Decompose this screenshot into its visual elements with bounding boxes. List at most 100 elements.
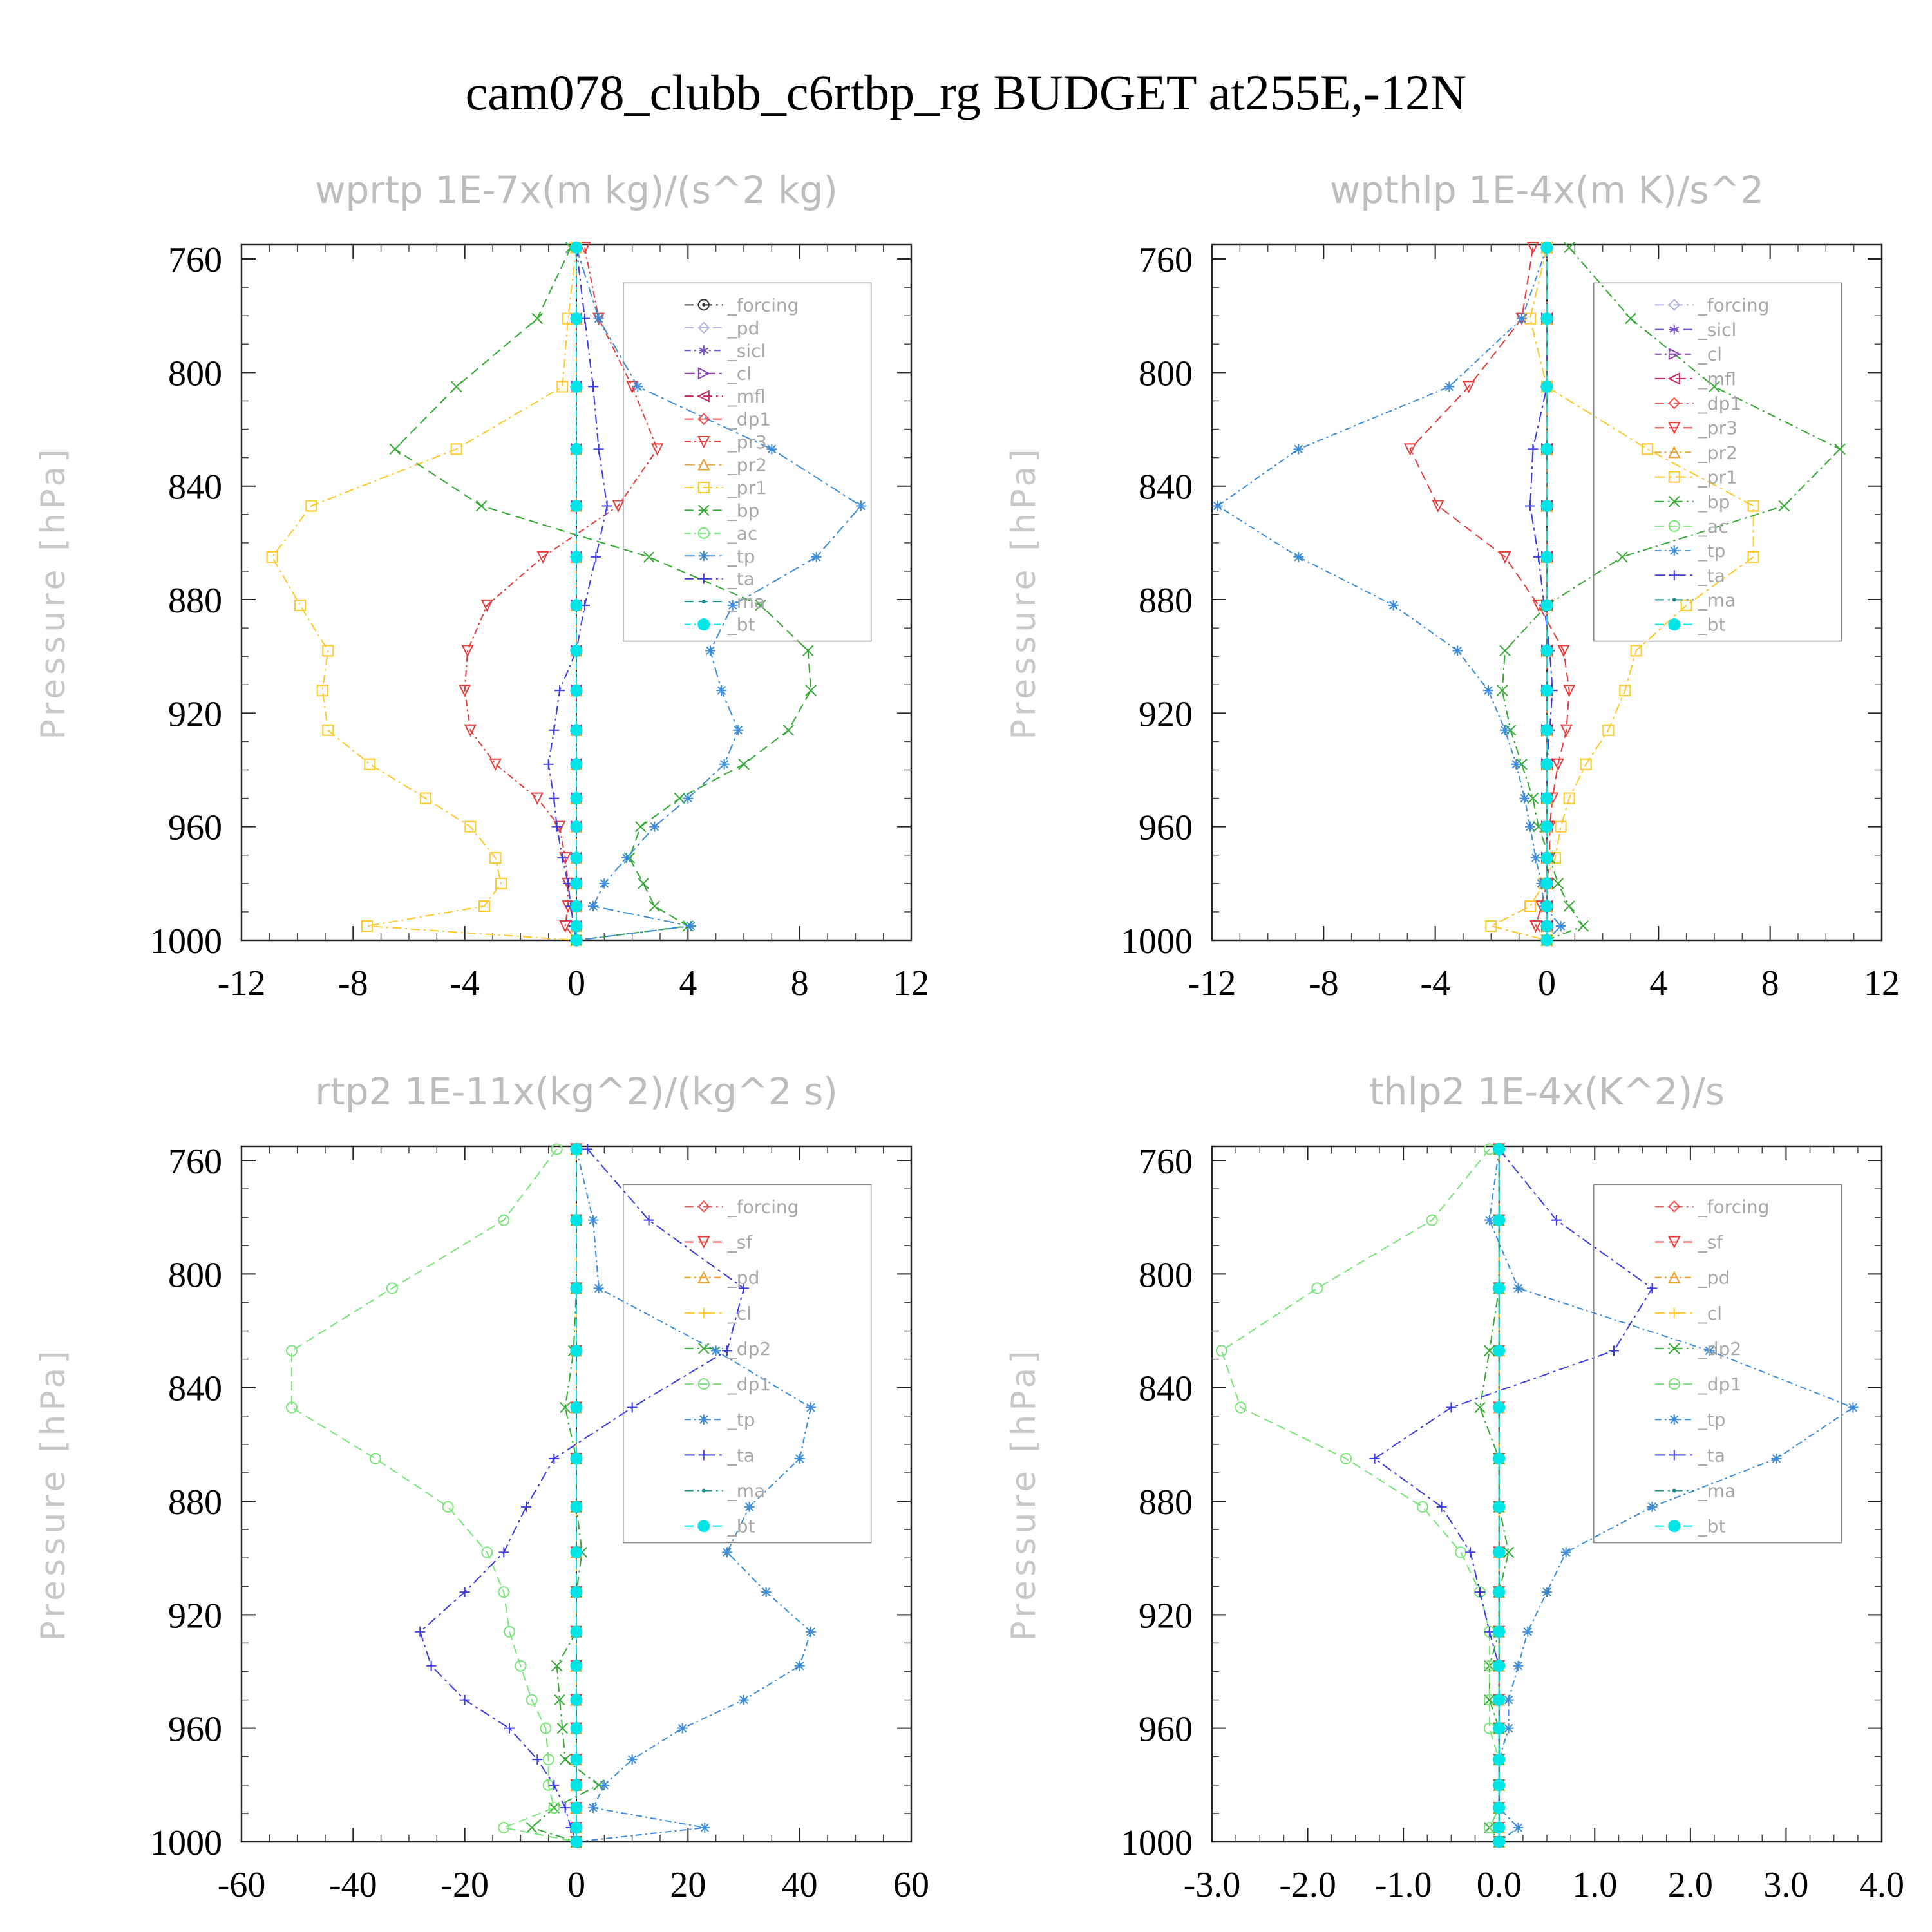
- y-tick-label: 840: [168, 468, 222, 507]
- panel-2: wpthlp 1E-4x(m K)/s^2 Pressure [hPa] -12 -8…: [1005, 168, 1900, 1003]
- data-point: [1493, 1546, 1506, 1558]
- data-point: [489, 758, 502, 771]
- legend-entry: _tp: [1654, 540, 1726, 562]
- data-point: [632, 381, 643, 392]
- data-point: [480, 599, 493, 612]
- data-point: [1524, 900, 1536, 913]
- legend-marker: [697, 458, 710, 471]
- data-point: [549, 1453, 560, 1464]
- data-point: [651, 443, 664, 456]
- legend-entry: _bp: [1654, 491, 1730, 513]
- data-point: [554, 1694, 565, 1706]
- data-point: [475, 500, 488, 512]
- data-point: [548, 1802, 560, 1814]
- data-point: [442, 1501, 454, 1513]
- data-point: [570, 1214, 583, 1227]
- data-point: [542, 1754, 554, 1766]
- data-point: [464, 724, 477, 737]
- data-point: [716, 685, 727, 696]
- x-tick-label: -2.0: [1279, 1865, 1336, 1905]
- legend-label: _dp1: [727, 1374, 771, 1395]
- data-point: [1493, 1214, 1506, 1227]
- data-point: [727, 600, 738, 611]
- data-point: [515, 1660, 527, 1672]
- legend-marker: [1668, 1271, 1681, 1283]
- legend-label: _ac: [727, 523, 758, 544]
- series-dp1: [1215, 1143, 1505, 1848]
- series-line: [530, 1149, 600, 1842]
- legend-entry: _bp: [684, 500, 759, 521]
- x-tick-label: -3.0: [1184, 1865, 1241, 1905]
- legend-entry: _cl: [1654, 1303, 1722, 1324]
- legend-marker: [697, 1200, 710, 1213]
- legend-entry: _ma: [1654, 1480, 1736, 1501]
- data-point: [1563, 242, 1575, 254]
- data-point: [386, 1282, 398, 1294]
- data-point: [570, 551, 583, 564]
- data-point: [551, 1660, 563, 1672]
- legend-marker: [1668, 520, 1680, 532]
- data-point: [1452, 645, 1463, 656]
- data-point: [504, 1723, 515, 1734]
- legend-entry: _pd: [684, 317, 759, 339]
- legend-entry: _pd: [684, 1267, 759, 1289]
- legend-label: _cl: [727, 363, 752, 384]
- legend-marker: [697, 1378, 710, 1390]
- data-point: [1235, 1401, 1247, 1414]
- legend-entry: _sf: [684, 1232, 753, 1253]
- data-point: [1493, 1779, 1506, 1792]
- data-point: [1552, 878, 1564, 889]
- data-point: [364, 758, 376, 770]
- series-tp: [1484, 1144, 1859, 1847]
- series-line: [271, 247, 577, 941]
- data-point: [599, 1779, 610, 1790]
- legend-entry: _pr2: [1654, 442, 1738, 463]
- legend-marker: [1668, 1378, 1680, 1390]
- data-point: [805, 685, 817, 696]
- legend-label: _pr3: [727, 431, 767, 453]
- data-point: [570, 1835, 583, 1848]
- data-point: [649, 900, 661, 912]
- data-point: [677, 1723, 688, 1734]
- data-point: [1388, 600, 1399, 611]
- y-axis-label: Pressure [hPa]: [1005, 1347, 1043, 1642]
- data-point: [481, 1546, 493, 1558]
- data-point: [459, 685, 471, 697]
- data-point: [305, 500, 317, 512]
- data-point: [570, 1501, 583, 1513]
- series-bt: [1493, 1142, 1506, 1848]
- y-tick-label: 1000: [150, 1823, 222, 1863]
- data-point: [1525, 500, 1535, 511]
- data-point: [738, 758, 750, 770]
- data-point: [1526, 242, 1539, 254]
- data-point: [582, 1144, 593, 1155]
- data-point: [570, 500, 583, 513]
- data-point: [1540, 877, 1553, 890]
- legend-marker: [1669, 570, 1680, 581]
- data-point: [1540, 644, 1553, 657]
- legend-marker: [1668, 397, 1681, 410]
- data-point: [710, 1345, 721, 1356]
- data-point: [802, 645, 814, 657]
- data-point: [570, 877, 583, 890]
- data-point: [1493, 1801, 1506, 1814]
- data-point: [1540, 792, 1553, 805]
- data-point: [1540, 820, 1553, 833]
- data-point: [498, 1586, 510, 1598]
- data-point: [1493, 1344, 1506, 1357]
- data-point: [559, 1401, 571, 1414]
- series-line: [1220, 1148, 1500, 1842]
- data-point: [1530, 920, 1542, 933]
- legend-marker: [1669, 545, 1680, 556]
- legend-label: _ta: [727, 1444, 755, 1466]
- panel-title: rtp2 1E-11x(kg^2)/(kg^2 s): [315, 1070, 838, 1113]
- data-point: [1493, 1722, 1506, 1735]
- data-point: [1432, 500, 1444, 513]
- legend-label: _pd: [1698, 1267, 1730, 1289]
- y-tick-label: 760: [168, 240, 222, 280]
- data-point: [627, 1754, 638, 1765]
- legend-entry: _bt: [1654, 1516, 1726, 1537]
- legend-label: _pr3: [1698, 417, 1738, 439]
- data-point: [1404, 443, 1417, 456]
- x-tick-label: 3.0: [1763, 1865, 1808, 1905]
